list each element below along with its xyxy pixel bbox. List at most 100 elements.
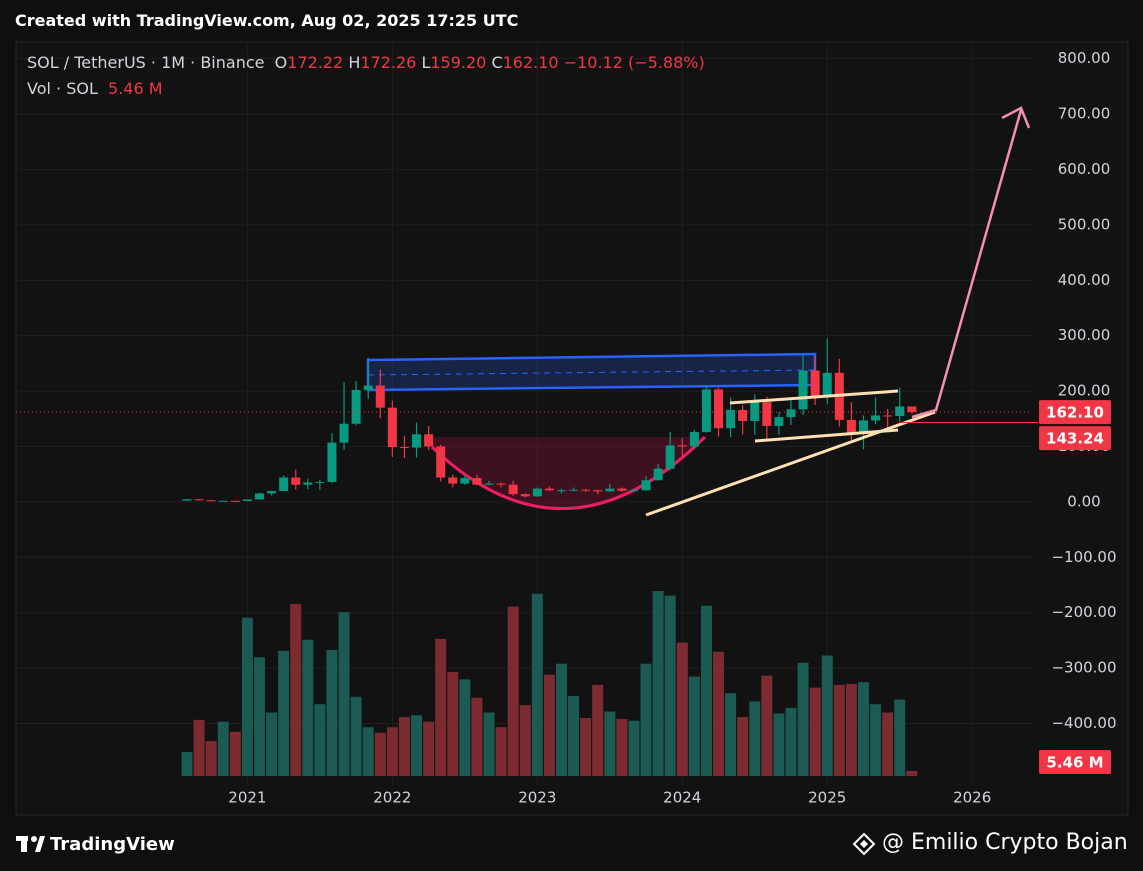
volume-bar xyxy=(882,712,894,776)
trend-line xyxy=(645,410,936,517)
volume-badge-label: 5.46 M xyxy=(1046,753,1103,771)
legend-volume-value: 5.46 M xyxy=(108,79,163,98)
candle-body xyxy=(327,442,337,482)
volume-bar xyxy=(531,593,543,776)
candle-body xyxy=(472,478,482,485)
candle-body xyxy=(750,402,760,421)
volume-bar xyxy=(326,649,338,776)
volume-bar xyxy=(580,718,592,776)
volume-badge xyxy=(1039,749,1111,774)
candle-body xyxy=(883,415,893,417)
volume-bar xyxy=(616,718,628,776)
cup-fill xyxy=(432,437,705,509)
legend-prefix: L xyxy=(421,53,431,72)
volume-bar xyxy=(785,707,797,776)
volume-bar xyxy=(664,595,676,776)
volume-bar xyxy=(857,682,869,776)
volume-bar xyxy=(713,651,725,776)
volume-bar xyxy=(302,639,314,776)
candle-body xyxy=(508,484,518,495)
arrow-head xyxy=(1001,106,1031,129)
legend-ohlc: O172.22 H172.26 L159.20 C162.10 xyxy=(275,53,564,72)
volume-bar xyxy=(592,684,604,776)
candle-body xyxy=(858,420,868,434)
volume-bar xyxy=(266,712,278,776)
x-tick-label: 2021 xyxy=(228,789,266,807)
volume-bar xyxy=(314,704,326,776)
y-tick-label: −200.00 xyxy=(1051,603,1116,621)
candle-body xyxy=(242,499,252,502)
candle-body xyxy=(436,446,446,478)
candle-body xyxy=(556,490,566,492)
volume-bar xyxy=(507,606,519,776)
volume-bar xyxy=(640,663,652,776)
footer-credit: @ Emilio Crypto Bojan xyxy=(882,830,1128,855)
candle-body xyxy=(605,488,615,492)
y-tick-label: 300.00 xyxy=(1058,326,1111,344)
candle-body xyxy=(496,483,506,485)
candle-body xyxy=(279,477,289,492)
volume-bar xyxy=(350,696,362,776)
y-tick-label: 400.00 xyxy=(1058,271,1111,289)
drawings xyxy=(366,352,817,511)
credit-icon xyxy=(860,840,868,848)
volume-bar xyxy=(205,741,217,776)
volume-bar xyxy=(229,731,241,776)
legend-value: 162.10 xyxy=(502,53,559,72)
legend-change: −10.12 xyxy=(563,53,623,72)
volume-bar xyxy=(676,642,688,776)
volume-bar xyxy=(809,687,821,776)
y-tick-label: 600.00 xyxy=(1058,160,1111,178)
volume-bar xyxy=(833,684,845,776)
candle-body xyxy=(218,500,228,502)
y-tick-label: 500.00 xyxy=(1058,215,1111,233)
volume-bar xyxy=(374,732,386,776)
candle-body xyxy=(786,409,796,418)
legend: SOL / TetherUS · 1M · Binance O172.22 H1… xyxy=(27,53,705,72)
logo-part xyxy=(31,836,37,842)
legend-value: 159.20 xyxy=(430,53,487,72)
volume-bar xyxy=(604,711,616,776)
volume-bar xyxy=(471,697,483,776)
volume-bar xyxy=(652,591,664,776)
y-tick-label: −300.00 xyxy=(1051,659,1116,677)
candle-body xyxy=(375,385,385,408)
volume-bar xyxy=(459,679,471,776)
candle-body xyxy=(351,389,361,424)
candle-body xyxy=(484,483,494,485)
candle-body xyxy=(267,491,277,494)
volume-bar xyxy=(519,705,531,776)
candle-body xyxy=(291,477,301,485)
volume-bar xyxy=(894,699,906,776)
candle-body xyxy=(798,370,808,410)
price-badge xyxy=(1039,400,1111,425)
candle-body xyxy=(544,488,554,491)
legend-prefix: C xyxy=(491,53,503,72)
volume-bar xyxy=(749,701,761,776)
volume-bar xyxy=(688,676,700,776)
candle-body xyxy=(822,372,832,398)
volume-bar xyxy=(193,719,205,776)
candle-body xyxy=(532,488,542,497)
candle-body xyxy=(677,445,687,447)
candle-body xyxy=(339,423,349,443)
header-title: Created with TradingView.com, Aug 02, 20… xyxy=(15,11,519,30)
volume-bar xyxy=(278,650,290,776)
candle-body xyxy=(653,468,663,481)
price-badge-label: 162.10 xyxy=(1046,404,1104,422)
volume-bar xyxy=(362,727,374,776)
volume-bar xyxy=(181,752,193,776)
logo-part xyxy=(35,836,45,852)
candle-body xyxy=(641,480,651,491)
x-tick-label: 2022 xyxy=(373,789,411,807)
channel-mid xyxy=(367,369,816,376)
candle-body xyxy=(569,489,579,491)
candle-body xyxy=(387,407,397,448)
volume-bar xyxy=(628,720,640,776)
candle-body xyxy=(629,490,639,492)
volume-bar xyxy=(447,671,459,776)
candle-body xyxy=(593,490,603,492)
candle-body xyxy=(206,500,216,502)
legend-volume-name: Vol · SOL xyxy=(27,79,98,98)
